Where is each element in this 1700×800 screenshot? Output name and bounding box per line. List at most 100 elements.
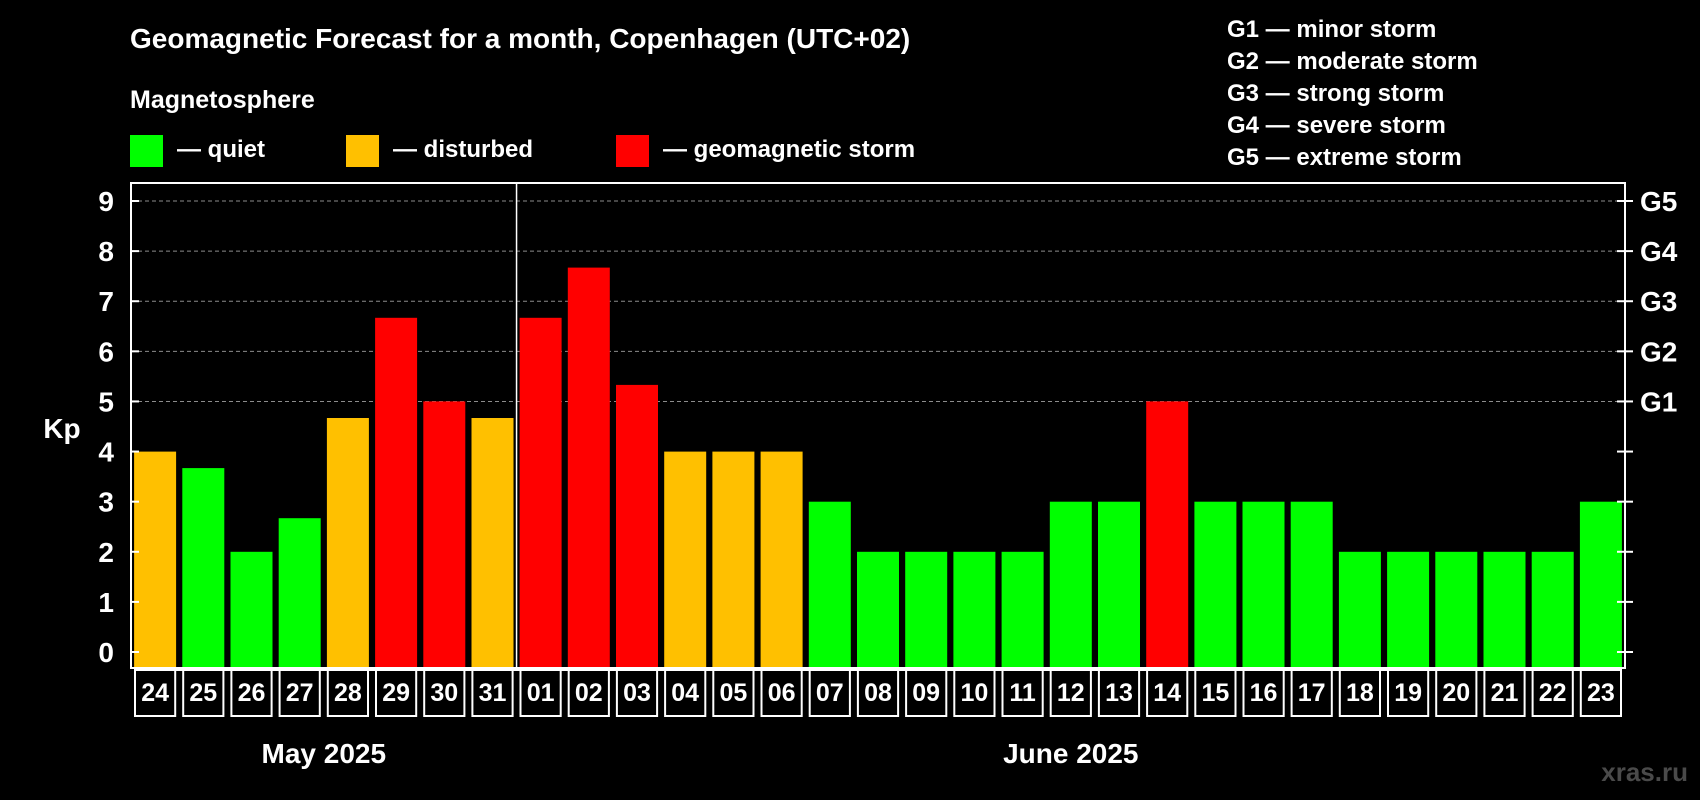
grid-lines	[131, 200, 1625, 402]
bar	[1483, 551, 1526, 668]
bar	[1387, 551, 1430, 668]
bar	[616, 384, 658, 668]
day-label: 03	[623, 679, 651, 707]
bar	[1579, 501, 1622, 668]
day-label: 27	[286, 679, 314, 707]
y-tick-label: 1	[98, 587, 114, 618]
bar	[1290, 501, 1333, 668]
day-label: 13	[1105, 679, 1133, 707]
bars	[134, 267, 1622, 668]
day-label: 22	[1539, 679, 1567, 707]
month-label: June 2025	[1003, 738, 1138, 769]
bar	[278, 518, 321, 668]
g-scale-legend-g2: G2 — moderate storm	[1227, 48, 1478, 75]
day-label: 30	[430, 679, 458, 707]
bar	[1338, 551, 1381, 668]
day-label: 26	[238, 679, 266, 707]
bar	[1049, 501, 1092, 668]
month-label: May 2025	[262, 738, 387, 769]
y-tick-label: 3	[98, 487, 114, 518]
day-label: 24	[141, 679, 169, 707]
y-tick-label: 5	[98, 386, 114, 417]
day-label: 08	[864, 679, 892, 707]
day-label: 14	[1153, 679, 1181, 707]
bar	[664, 451, 707, 668]
day-label: 05	[719, 679, 747, 707]
g-scale-legend-g4: G4 — severe storm	[1227, 112, 1446, 139]
bar	[1435, 551, 1478, 668]
y-tick-label: 7	[98, 286, 114, 317]
g-level-label: G4	[1640, 236, 1678, 267]
day-label: 02	[575, 679, 603, 707]
day-label: 21	[1491, 679, 1519, 707]
y-tick-label: 8	[98, 236, 114, 267]
chart-title: Geomagnetic Forecast for a month, Copenh…	[130, 23, 910, 54]
day-label: 01	[527, 679, 555, 707]
day-label: 17	[1298, 679, 1326, 707]
y-axis-ticks: 0 1 2 3 4 5 6 7 8 9 G1 G2 G3 G4 G5	[98, 186, 1677, 668]
bar	[230, 551, 273, 668]
bar	[905, 551, 948, 668]
legend-label-quiet: — quiet	[177, 136, 265, 163]
bar	[134, 451, 177, 668]
legend-label-disturbed: — disturbed	[393, 136, 533, 163]
g-level-label: G3	[1640, 286, 1677, 317]
g-scale-legend-g5: G5 — extreme storm	[1227, 144, 1462, 171]
legend-subtitle: Magnetosphere	[130, 86, 315, 114]
day-label: 15	[1201, 679, 1229, 707]
bar	[423, 401, 466, 668]
day-label: 20	[1442, 679, 1470, 707]
day-label: 06	[768, 679, 796, 707]
bar	[471, 418, 514, 668]
day-label: 12	[1057, 679, 1085, 707]
bar	[857, 551, 899, 668]
y-axis-title: Kp	[43, 413, 80, 444]
legend-swatch-storm	[616, 135, 649, 167]
bar	[760, 451, 803, 668]
watermark: xras.ru	[1601, 757, 1688, 787]
g-scale-legend-g3: G3 — strong storm	[1227, 80, 1444, 107]
y-tick-label: 6	[98, 336, 114, 367]
bar	[1098, 501, 1140, 668]
bar	[519, 317, 562, 668]
bar	[1146, 401, 1189, 668]
bar	[1194, 501, 1237, 668]
day-label: 23	[1587, 679, 1615, 707]
day-label: 16	[1250, 679, 1278, 707]
day-label: 25	[189, 679, 217, 707]
plot-frame	[130, 182, 1626, 669]
bar	[375, 317, 418, 668]
day-label: 31	[479, 679, 507, 707]
legend-swatch-quiet	[130, 135, 163, 167]
day-label: 04	[671, 679, 699, 707]
day-label: 18	[1346, 679, 1374, 707]
g-level-label: G2	[1640, 336, 1677, 367]
bar	[808, 501, 851, 668]
legend-swatch-disturbed	[346, 135, 379, 167]
g-scale-legend-g1: G1 — minor storm	[1227, 16, 1436, 43]
day-label: 29	[382, 679, 410, 707]
bar	[712, 451, 755, 668]
y-tick-label: 2	[98, 537, 114, 568]
bar	[1242, 501, 1285, 668]
y-tick-label: 0	[98, 637, 114, 668]
day-label: 11	[1009, 679, 1036, 707]
plot-border	[130, 182, 1626, 669]
g-level-label: G5	[1640, 186, 1677, 217]
day-label: 19	[1394, 679, 1422, 707]
day-label: 09	[912, 679, 940, 707]
day-label: 28	[334, 679, 362, 707]
x-axis-month-labels: May 2025 June 2025	[262, 738, 1139, 769]
g-level-label: G1	[1640, 386, 1677, 417]
day-label: 10	[960, 679, 988, 707]
bar	[567, 267, 610, 668]
day-label: 07	[816, 679, 844, 707]
bar	[1531, 551, 1574, 668]
bar	[953, 551, 996, 668]
bar	[182, 468, 225, 668]
y-tick-label: 4	[98, 437, 114, 468]
y-tick-label: 9	[98, 186, 114, 217]
x-axis-day-labels: 24 25 26 27 28 29 30 31 01 02 03 04 05 06 07 08 09 10 11 12…	[134, 669, 1623, 717]
